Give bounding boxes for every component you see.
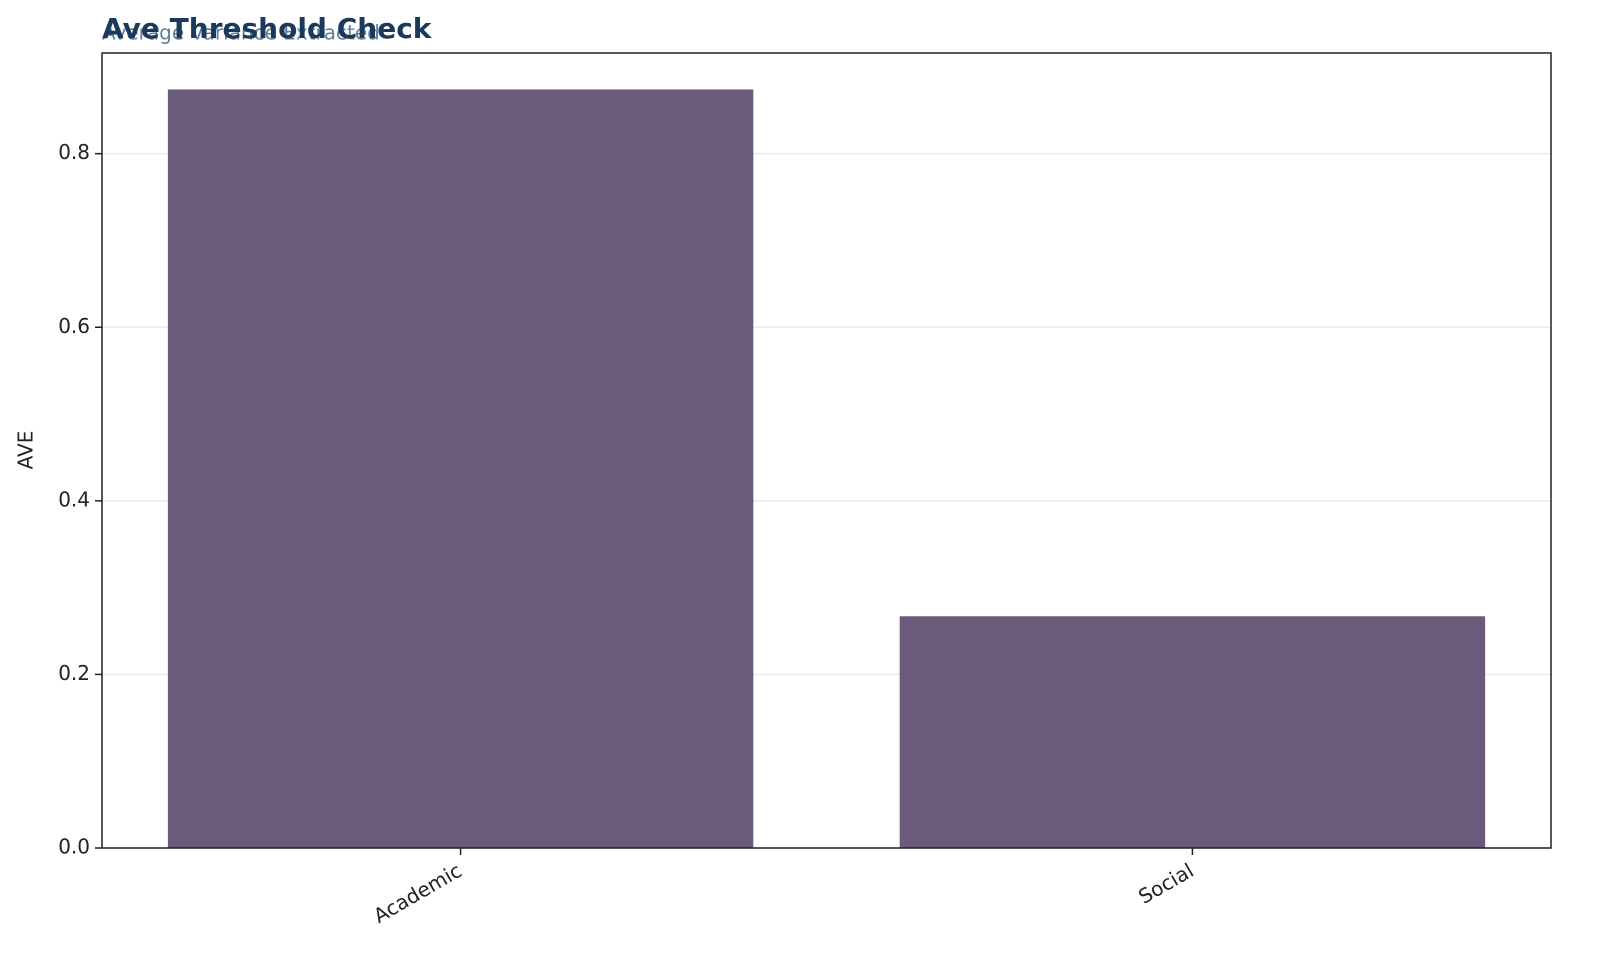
bar <box>899 616 1486 848</box>
y-axis-label: AVE <box>14 431 38 470</box>
bar <box>167 89 754 848</box>
y-tick-label: 0.8 <box>58 140 90 164</box>
chart-subtitle: Average Variance Extracted <box>102 21 380 45</box>
plot-frame <box>101 52 1552 849</box>
x-tick-label: Academic <box>369 858 466 928</box>
y-tick-label: 0.2 <box>58 661 90 685</box>
y-tick-label: 0.6 <box>58 314 90 338</box>
x-tick-label: Social <box>1134 858 1197 908</box>
y-tick-label: 0.4 <box>58 487 90 511</box>
y-tick-label: 0.0 <box>58 835 90 859</box>
chart-title: Ave Threshold Check <box>102 12 433 45</box>
